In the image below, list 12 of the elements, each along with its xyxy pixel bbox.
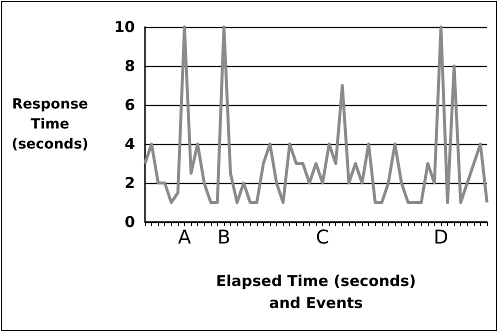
x-tick-label: C [316,226,330,248]
y-axis-title: Response Time (seconds) [12,96,88,152]
y-tick-label: 4 [124,135,135,153]
y-tick-label: 2 [124,174,135,192]
x-tick-label: B [217,226,230,248]
x-tick-label: D [434,226,448,248]
x-tick-label: A [178,226,191,248]
y-tick-label: 10 [114,18,135,36]
y-tick-label: 6 [124,96,135,114]
y-tick-label: 0 [124,213,135,231]
x-axis-title: Elapsed Time (seconds) and Events [216,272,416,312]
y-tick-label: 8 [124,57,135,75]
